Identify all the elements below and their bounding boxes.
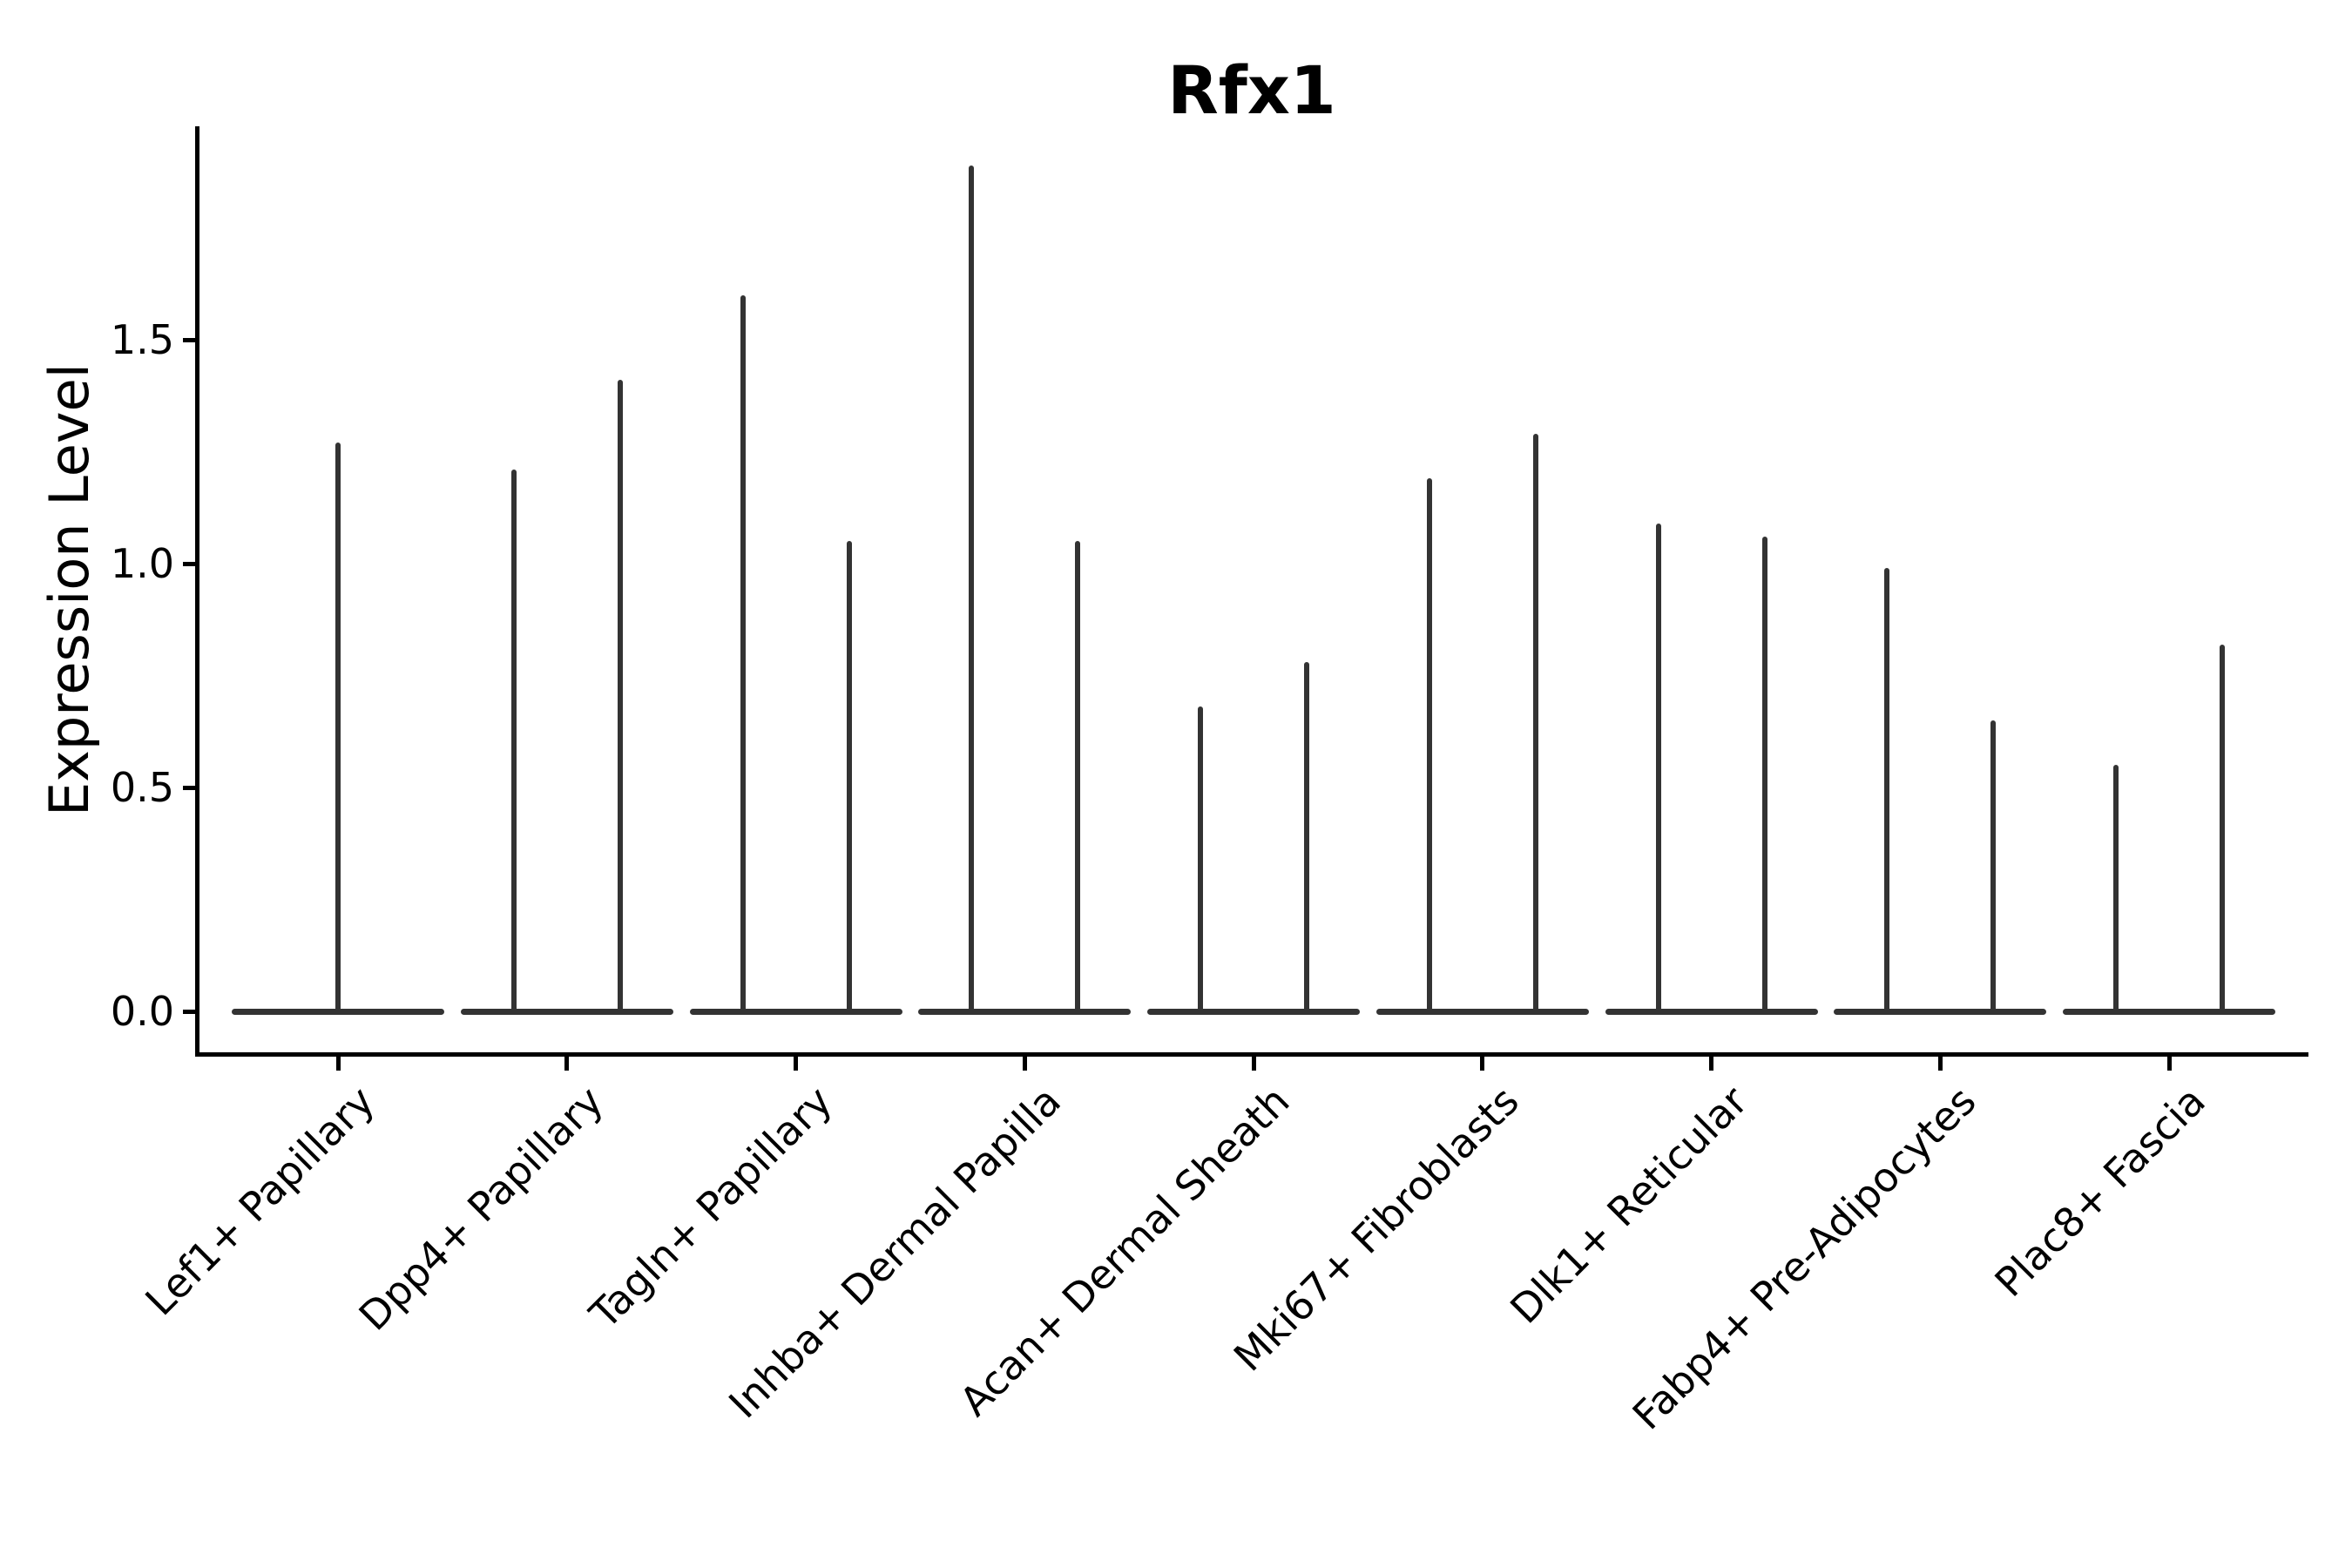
violin-spike <box>969 165 975 1014</box>
x-tick-mark <box>1937 1057 1943 1071</box>
violin-spike <box>740 294 746 1014</box>
violin-baseline <box>460 1008 673 1015</box>
chart-title: Rfx1 <box>1167 51 1336 129</box>
y-tick-mark <box>183 561 195 566</box>
violin-spike <box>510 470 517 1014</box>
violin-spike <box>1198 706 1203 1014</box>
x-tick-mark <box>1251 1057 1256 1071</box>
violin-spike <box>1990 720 1997 1014</box>
x-tick-mark <box>564 1057 570 1071</box>
y-axis-spine <box>195 126 199 1057</box>
y-tick-mark <box>183 785 195 790</box>
y-tick-mark <box>183 337 195 342</box>
violin-spike <box>2113 765 2119 1014</box>
y-tick-mark <box>183 1009 195 1014</box>
x-tick-label: Lef1+ Papillary <box>135 1077 383 1325</box>
y-tick-label: 1.5 <box>110 316 174 363</box>
violin-spike <box>1884 568 1890 1014</box>
violin-spike <box>846 541 852 1014</box>
x-tick-label: Plac8+ Fascia <box>1985 1077 2214 1306</box>
violin-spike <box>1426 478 1432 1014</box>
x-tick-label: Dlk1+ Reticular <box>1501 1077 1757 1333</box>
violin-spike <box>1075 541 1081 1014</box>
violin-spike <box>617 380 623 1014</box>
x-tick-mark <box>1022 1057 1027 1071</box>
violin-spike <box>2220 644 2225 1014</box>
violin-baseline <box>1605 1008 1818 1015</box>
y-tick-label: 0.5 <box>110 764 174 811</box>
x-tick-mark <box>335 1057 341 1071</box>
x-tick-mark <box>2166 1057 2172 1071</box>
x-axis-spine <box>195 1052 2308 1057</box>
violin-baseline <box>1375 1008 1589 1015</box>
violin-baseline <box>689 1008 902 1015</box>
violin-spike <box>1304 662 1309 1014</box>
violin-baseline <box>2063 1008 2275 1015</box>
x-tick-label: Dpp4+ Papillary <box>349 1077 612 1340</box>
violin-baseline <box>918 1008 1132 1015</box>
x-tick-mark <box>1480 1057 1485 1071</box>
violin-spike <box>1655 523 1661 1014</box>
violin-baseline <box>1834 1008 2047 1015</box>
x-tick-mark <box>794 1057 798 1071</box>
violin-spike <box>1761 537 1767 1014</box>
y-tick-label: 0.0 <box>110 988 174 1035</box>
y-tick-label: 1.0 <box>110 540 174 587</box>
x-tick-label: Tagln+ Papillary <box>580 1077 841 1338</box>
violin-baseline <box>1147 1008 1360 1015</box>
violin-spike <box>335 443 341 1014</box>
x-tick-mark <box>1709 1057 1713 1071</box>
violin-spike <box>1532 433 1538 1014</box>
